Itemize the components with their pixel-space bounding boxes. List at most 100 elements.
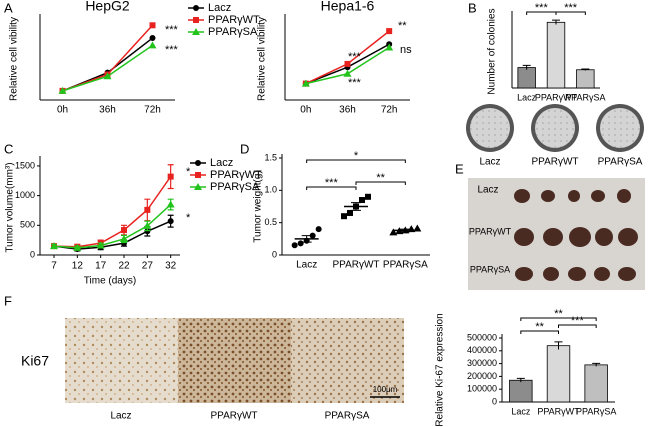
bar bbox=[576, 69, 595, 89]
x-tick-label: 17 bbox=[95, 261, 107, 272]
error-bar bbox=[581, 68, 590, 71]
panel-label: A bbox=[4, 0, 13, 15]
tumor bbox=[541, 190, 555, 202]
x-tick-label: 0h bbox=[57, 105, 68, 116]
significance-bracket bbox=[520, 317, 597, 321]
legend-label: Lacz bbox=[208, 2, 231, 14]
y-axis-label: Tumor weight(g) bbox=[253, 170, 264, 242]
error-bar bbox=[552, 19, 560, 25]
marker bbox=[167, 218, 174, 225]
marker bbox=[149, 35, 156, 42]
x-tick-label: PPARγWT bbox=[535, 92, 578, 102]
marker bbox=[143, 221, 152, 229]
significance-label: ns bbox=[400, 44, 412, 56]
plate-well bbox=[470, 108, 510, 148]
plate-well bbox=[600, 108, 640, 148]
marker bbox=[166, 200, 175, 208]
y-tick-label: 500 bbox=[20, 220, 35, 230]
tumor bbox=[569, 227, 591, 247]
panel-label: D bbox=[240, 141, 249, 156]
significance-bracket bbox=[555, 11, 586, 15]
error-bar bbox=[516, 377, 525, 383]
significance-bracket bbox=[558, 324, 597, 328]
marker bbox=[194, 183, 202, 190]
tumor bbox=[514, 189, 530, 203]
tumor-label: PPARγWT bbox=[469, 226, 512, 236]
y-tick-label: 0.5 bbox=[264, 217, 277, 227]
point bbox=[309, 232, 316, 239]
tumor bbox=[595, 228, 613, 246]
point bbox=[297, 240, 304, 247]
bar bbox=[517, 67, 536, 89]
significance-label: * bbox=[354, 150, 359, 162]
plate-label: Lacz bbox=[479, 157, 500, 168]
error-bar bbox=[400, 228, 411, 233]
marker bbox=[193, 17, 199, 23]
marker bbox=[144, 206, 151, 213]
x-tick-label: 36h bbox=[99, 105, 116, 116]
plate-label: PPARγSA bbox=[598, 157, 643, 168]
marker bbox=[385, 43, 394, 51]
panel-label: E bbox=[455, 161, 464, 176]
y-axis-label: Relative Ki-67 expression bbox=[435, 313, 446, 426]
y-tick-label: 500000 bbox=[467, 332, 497, 342]
significance-label: *** bbox=[165, 44, 179, 56]
x-tick-label: 72h bbox=[144, 105, 161, 116]
x-tick-label: 12 bbox=[72, 261, 84, 272]
x-tick-label: Lacz bbox=[517, 92, 537, 102]
x-tick-label: 7 bbox=[51, 261, 57, 272]
y-tick-label: 1500 bbox=[15, 160, 35, 170]
tumor bbox=[515, 267, 533, 281]
x-tick-label: 0h bbox=[300, 105, 311, 116]
legend-label: PPARγSA bbox=[208, 26, 258, 38]
micrograph-label: Lacz bbox=[110, 411, 131, 422]
marker bbox=[343, 69, 352, 77]
scale-bar-label: 100μm bbox=[373, 385, 398, 394]
significance-label: *** bbox=[571, 315, 585, 327]
x-axis-label: Time (days) bbox=[84, 276, 136, 287]
tumor bbox=[617, 189, 631, 203]
chart-title: HepG2 bbox=[85, 0, 130, 14]
tumor bbox=[568, 267, 586, 281]
x-tick-label: 22 bbox=[118, 261, 130, 272]
series-line bbox=[62, 24, 154, 92]
y-axis-label: Number of colonies bbox=[487, 8, 498, 94]
error-bar bbox=[592, 362, 601, 367]
y-axis-label: Relative cell vibility bbox=[257, 17, 268, 101]
legend-label: Lacz bbox=[210, 157, 233, 169]
x-tick-label: 27 bbox=[142, 261, 154, 272]
marker bbox=[120, 234, 128, 242]
x-tick-label: Lacz bbox=[511, 406, 531, 416]
tumor bbox=[543, 228, 563, 246]
y-tick-label: 100000 bbox=[467, 384, 497, 394]
point bbox=[389, 228, 398, 236]
panel-label: B bbox=[468, 0, 477, 15]
micrograph-label: PPARγWT bbox=[210, 411, 257, 422]
marker bbox=[96, 241, 105, 249]
micrograph bbox=[291, 318, 404, 403]
significance-bracket bbox=[355, 181, 406, 185]
tumor bbox=[618, 267, 636, 281]
significance-bracket bbox=[306, 186, 357, 190]
marker bbox=[58, 86, 67, 94]
chart-title: Hepa1-6 bbox=[321, 0, 375, 14]
marker bbox=[386, 28, 393, 35]
micrograph bbox=[65, 318, 178, 403]
tumor bbox=[591, 190, 605, 202]
significance-label: ** bbox=[554, 308, 563, 320]
bar bbox=[546, 345, 571, 403]
significance-label: ** bbox=[535, 321, 544, 333]
significance-label: *** bbox=[348, 77, 362, 89]
x-tick-label: 32 bbox=[165, 261, 177, 272]
x-tick-label: PPARγSA bbox=[565, 92, 605, 102]
bar bbox=[546, 21, 566, 89]
tumors bbox=[514, 189, 638, 281]
tumor bbox=[514, 228, 534, 246]
significance-label: *** bbox=[348, 51, 362, 63]
marker bbox=[192, 28, 200, 35]
y-tick-label: 0 bbox=[272, 249, 277, 259]
series-line bbox=[53, 203, 172, 249]
significance-label: *** bbox=[564, 2, 578, 14]
y-tick-label: 1.5 bbox=[264, 152, 277, 162]
